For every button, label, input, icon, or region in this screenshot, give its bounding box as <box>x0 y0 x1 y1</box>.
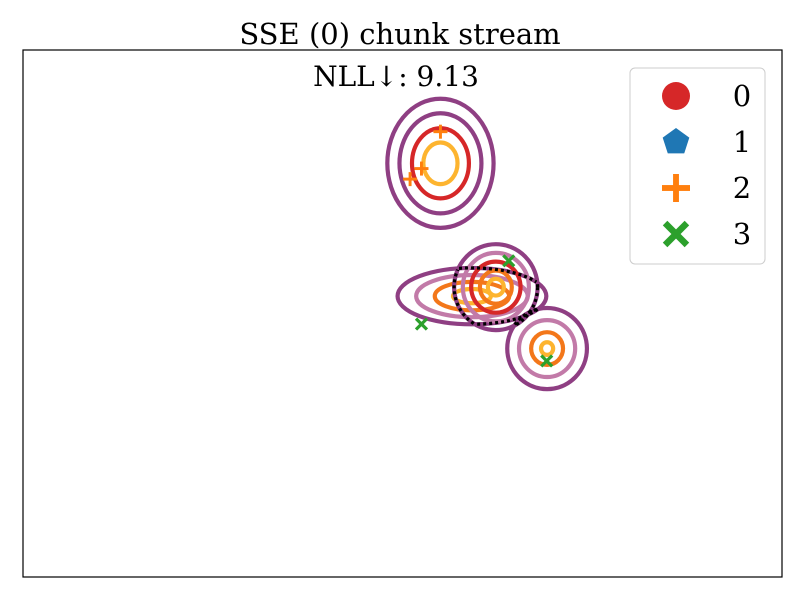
decision-boundary <box>458 266 538 284</box>
contour-ring <box>469 259 523 315</box>
legend-marker-0 <box>662 82 690 110</box>
contour-ring <box>538 340 556 357</box>
data-point-series-3 <box>502 254 516 268</box>
contour-ring <box>385 96 496 230</box>
contour-layer <box>385 96 590 392</box>
nll-annotation: NLL↓: 9.13 <box>313 60 479 93</box>
legend-marker-3 <box>662 220 690 248</box>
legend-marker-2 <box>662 174 690 202</box>
legend-label-3: 3 <box>733 217 751 251</box>
contour-ring <box>485 276 506 298</box>
legend: 0 1 2 3 <box>629 67 766 265</box>
decision-boundary <box>513 287 540 328</box>
chart-title: SSE (0) chunk stream <box>239 17 560 51</box>
data-point-series-2 <box>403 172 418 187</box>
data-point-series-3 <box>540 354 554 368</box>
decision-boundary <box>452 269 475 325</box>
gaussian-component-0 <box>385 96 496 230</box>
data-point-series-3 <box>414 317 429 331</box>
legend-marker-1 <box>662 128 690 154</box>
legend-label-0: 0 <box>733 79 751 113</box>
decision-boundary <box>513 307 538 326</box>
data-point-series-2 <box>433 124 448 139</box>
contour-ring <box>516 317 578 380</box>
points-layer <box>403 124 554 368</box>
contour-ring <box>529 330 566 367</box>
plot-area-frame <box>22 49 783 578</box>
boundary-layer <box>452 266 540 328</box>
contour-ring <box>397 111 484 216</box>
contour-ring <box>421 140 460 187</box>
legend-box <box>629 67 766 265</box>
gaussian-component-3 <box>505 305 590 392</box>
data-point-series-2 <box>414 161 429 176</box>
legend-label-1: 1 <box>733 125 751 159</box>
legend-label-2: 2 <box>733 171 751 205</box>
contour-ring <box>505 305 590 392</box>
